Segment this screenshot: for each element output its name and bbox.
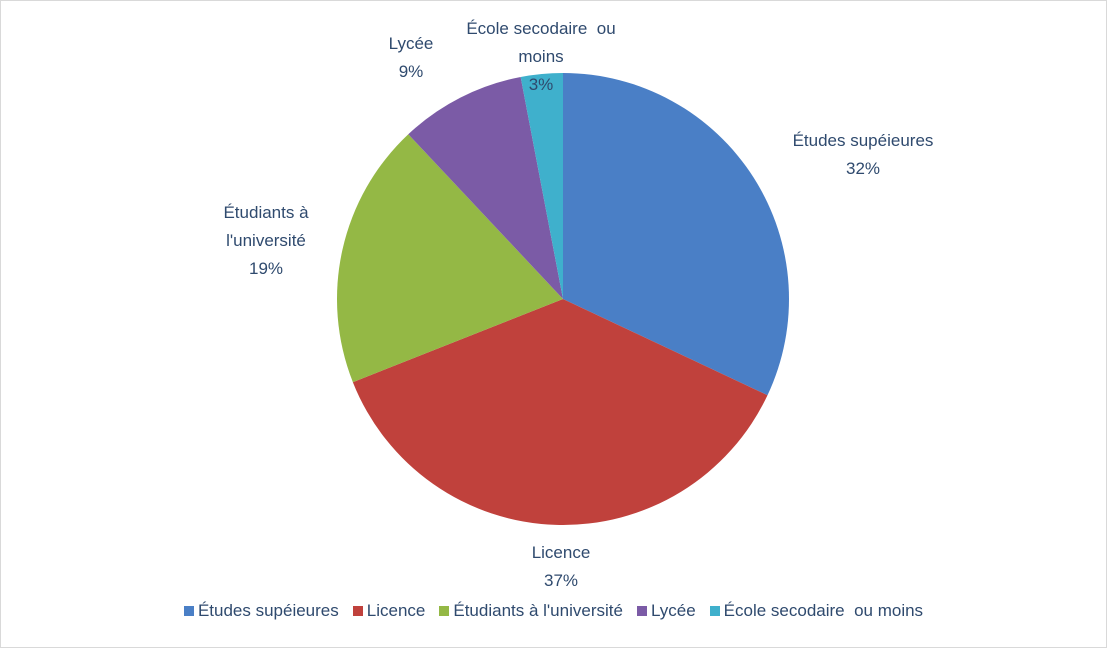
label-value: 32%	[845, 159, 881, 178]
label-value: 9%	[398, 62, 424, 81]
legend-swatch	[352, 606, 363, 616]
legend-item: Licence	[352, 601, 426, 621]
data-label: Licence 37%	[501, 539, 621, 595]
legend-swatch	[636, 606, 647, 616]
legend-label: Études supéieures	[197, 601, 339, 620]
legend-swatch	[439, 606, 450, 616]
pie-slice	[563, 73, 789, 396]
label-category: Licence	[531, 543, 591, 562]
data-label: Étudiants à l'université 19%	[206, 199, 326, 283]
pie-slice	[408, 77, 563, 299]
legend-swatch	[709, 606, 720, 616]
legend-item: Études supéieures	[183, 601, 339, 621]
pie-slice	[520, 73, 563, 299]
legend-label: École secodaire ou moins	[723, 601, 924, 620]
label-category: Lycée	[388, 34, 434, 53]
legend: Études supéieures Licence Étudiants à l'un…	[1, 601, 1106, 621]
legend-swatch	[183, 606, 194, 616]
label-category: Étudiants à l'université	[223, 203, 314, 250]
label-value: 37%	[543, 571, 579, 590]
legend-label: Licence	[366, 601, 426, 620]
legend-item: Lycée	[636, 601, 696, 621]
label-category: École secodaire ou moins	[466, 19, 621, 66]
legend-item: École secodaire ou moins	[709, 601, 924, 621]
data-label: École secodaire ou moins 3%	[461, 15, 621, 99]
pie-slice	[352, 299, 768, 525]
legend-label: Étudiants à l'université	[453, 601, 623, 620]
legend-item: Étudiants à l'université	[439, 601, 623, 621]
label-value: 3%	[528, 75, 554, 94]
data-label: Lycée 9%	[371, 30, 451, 86]
label-value: 19%	[248, 259, 284, 278]
data-label: Études supéieures 32%	[763, 127, 963, 183]
pie-slice	[336, 134, 563, 383]
legend-label: Lycée	[650, 601, 696, 620]
label-category: Études supéieures	[792, 131, 934, 150]
